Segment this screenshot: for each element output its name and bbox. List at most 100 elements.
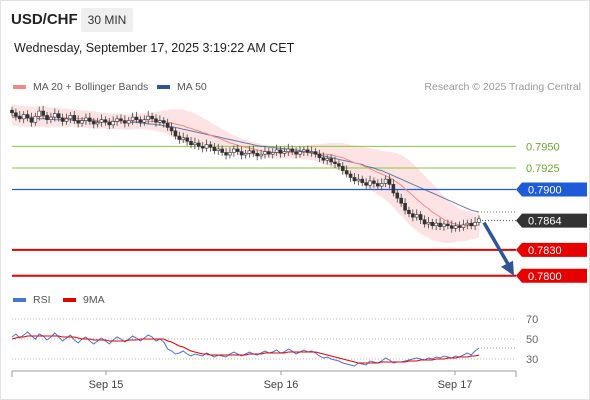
candle-body [461,224,466,228]
candle-body [53,113,57,118]
timeframe-button[interactable]: 30 MIN [81,8,133,32]
last-price-text: 0.7864 [528,216,562,228]
candle [391,179,396,197]
candle-body [333,161,337,164]
candle [76,115,80,128]
candle [72,111,77,125]
x-tick-label: Sep 17 [438,379,473,391]
candle [37,106,42,121]
candle-body [41,110,45,116]
candle-body [103,119,108,123]
candle-body [119,118,123,121]
candle-body [25,114,30,119]
symbol-title: USD/CHF [11,11,78,28]
candle-body [88,117,92,122]
candle-body [126,120,131,124]
rsi-swatch [13,298,26,302]
candle-body [465,222,470,226]
candle [25,110,30,122]
candle [434,218,438,231]
candle-body [418,214,423,221]
last-price-tag [516,213,587,228]
candle-body [99,119,104,123]
candle-body [290,148,295,152]
candle-body [383,178,388,184]
candle [29,112,34,127]
candle [103,116,108,126]
candle [352,173,357,185]
candle-body [364,182,368,186]
candle-body [232,148,236,153]
x-tick-0: Sep 15 [89,371,123,391]
candle [267,148,271,158]
candle [422,215,427,228]
candle [33,112,38,126]
candle-body [173,130,178,137]
candle [68,111,73,124]
candle-body [21,114,26,120]
candle [473,217,477,231]
candle [243,149,248,159]
x-tick-1: Sep 16 [264,371,299,391]
candle-body [426,221,431,225]
candle [208,141,213,152]
candle-body [469,222,474,227]
candle-body [422,219,427,225]
level-tag [516,268,587,283]
level-text: 0.7950 [526,141,560,153]
candle-body [49,116,53,120]
candle-body [477,218,481,223]
candle [10,106,14,117]
candle-body [146,115,151,120]
candle-body [212,146,217,152]
candle [438,217,442,231]
rsi-level-text: 50 [526,334,538,346]
candle-body [356,178,361,182]
candle [95,117,100,128]
candle-body [64,118,69,122]
candle [305,145,310,156]
candle [274,144,279,156]
candle-body [243,153,248,156]
candle [278,146,283,158]
candle-body [208,144,213,148]
candle-body [10,109,14,114]
candle [161,117,166,128]
candle [286,143,291,156]
candle-body [197,142,201,147]
candle-body [158,120,162,123]
rsi-level-text: 30 [526,354,538,366]
candle [138,116,143,127]
candle [239,146,244,160]
candle-body [282,151,287,154]
candle-body [189,140,193,145]
candle [298,146,302,158]
candle [80,117,84,127]
x-tick-label: Sep 16 [264,379,299,391]
candle [372,177,376,188]
candle [348,170,353,182]
candle-body [224,152,228,156]
candle [376,179,380,190]
candle-body [403,203,407,211]
candle-body [442,223,446,227]
candle [344,165,349,178]
candle [56,110,61,122]
candle [158,115,162,126]
candle-body [267,151,271,155]
candle [220,145,224,156]
candle-body [411,213,415,218]
candle [216,143,221,156]
candle [313,148,318,158]
candle [84,113,88,125]
ma9-swatch [63,298,76,302]
candle-body [302,149,306,152]
x-tick-2: Sep 17 [438,371,473,391]
candle [150,112,154,123]
candle [99,114,104,127]
candle [383,175,388,187]
candle-body [434,222,438,227]
candle [368,175,372,189]
candle-body [379,183,384,187]
candle [457,221,462,232]
